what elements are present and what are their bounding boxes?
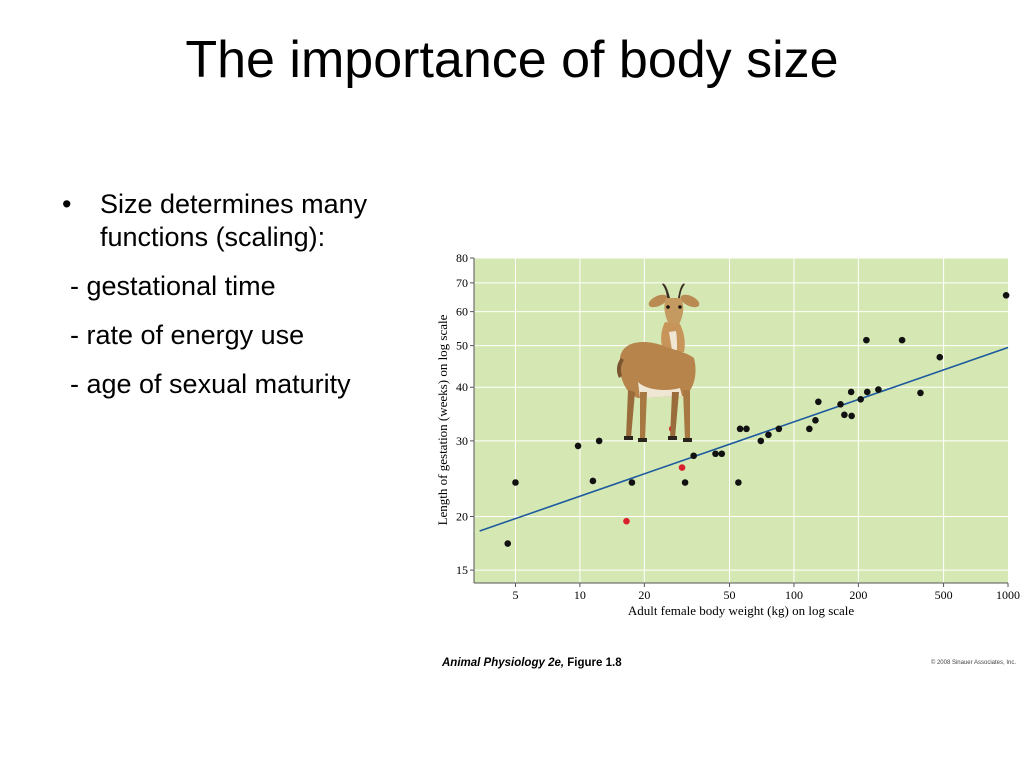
data-point xyxy=(1002,291,1010,299)
caption-book: Animal Physiology 2e, xyxy=(442,657,568,669)
sub-item-energy-use: - rate of energy use xyxy=(70,320,305,350)
bullet-item: • Size determines many functions (scalin… xyxy=(56,188,456,254)
x-tick-label: 200 xyxy=(849,588,867,602)
data-point xyxy=(678,464,686,471)
y-tick-label: 70 xyxy=(456,276,468,290)
data-point xyxy=(841,411,848,419)
data-point xyxy=(628,479,636,486)
y-tick-label: 20 xyxy=(456,509,468,523)
x-tick-label: 10 xyxy=(574,588,586,602)
data-point xyxy=(757,437,765,445)
y-tick-label: 80 xyxy=(456,251,468,265)
y-tick-label: 15 xyxy=(456,563,468,577)
data-point xyxy=(712,450,719,458)
x-axis-label: Adult female body weight (kg) on log sca… xyxy=(628,603,855,618)
data-points xyxy=(504,291,1010,547)
y-tick-label: 50 xyxy=(456,339,468,353)
y-tick-label: 30 xyxy=(456,434,468,448)
bullet-dot-icon: • xyxy=(62,189,72,219)
data-point xyxy=(718,450,726,458)
axes xyxy=(473,258,1008,584)
data-point xyxy=(736,425,744,433)
data-point xyxy=(863,336,870,344)
fit-line-group xyxy=(479,346,1009,532)
data-point xyxy=(837,401,844,408)
figure-caption: Animal Physiology 2e, Figure 1.8 xyxy=(442,657,622,669)
data-point xyxy=(848,412,855,420)
data-point xyxy=(504,540,512,547)
x-tick-label: 100 xyxy=(785,588,803,602)
data-point xyxy=(815,398,822,406)
x-tick-label: 1000 xyxy=(996,588,1020,602)
x-tick-label: 5 xyxy=(512,588,518,602)
sub-item-sexual-maturity: - age of sexual maturity xyxy=(70,369,351,399)
data-point xyxy=(690,452,697,460)
data-point xyxy=(847,388,855,396)
grid-lines xyxy=(474,257,1008,583)
regression-line xyxy=(479,346,1009,532)
sub-item-gestational-time: - gestational time xyxy=(70,271,276,301)
data-point xyxy=(863,388,871,396)
x-tick-label: 20 xyxy=(638,588,650,602)
x-tick-label: 50 xyxy=(724,588,736,602)
data-point xyxy=(681,479,689,486)
data-point xyxy=(857,395,864,403)
data-point xyxy=(574,442,582,450)
data-point xyxy=(898,336,906,344)
data-point xyxy=(917,389,924,397)
slide-title: The importance of body size xyxy=(185,31,839,89)
y-tick-label: 60 xyxy=(456,305,468,319)
data-point xyxy=(735,479,742,486)
tick-labels: 5 10 20 50 100 200 500 1000 15 20 30 40 50 60 70 80 xyxy=(456,251,1020,602)
plot-background xyxy=(474,258,1008,583)
data-point xyxy=(589,477,597,485)
x-tick-label: 500 xyxy=(935,588,953,602)
caption-figure-number: Figure 1.8 xyxy=(567,657,622,669)
data-point xyxy=(875,386,882,393)
data-point xyxy=(812,417,819,424)
data-point xyxy=(806,425,813,433)
copyright-notice: © 2008 Sinauer Associates, Inc. xyxy=(930,660,1016,666)
y-axis-label: Length of gestation (weeks) on log scale xyxy=(435,314,450,525)
data-point xyxy=(623,517,630,525)
data-point xyxy=(512,479,519,486)
data-point xyxy=(595,437,603,445)
bullet-list: • Size determines many functions (scalin… xyxy=(56,188,456,401)
bullet-text: Size determines many functions (scaling)… xyxy=(100,189,368,252)
data-point xyxy=(775,425,783,433)
data-point xyxy=(743,425,750,433)
data-point xyxy=(936,353,944,361)
y-tick-label: 40 xyxy=(456,380,468,394)
antelope-illustration xyxy=(616,283,700,442)
data-point xyxy=(765,431,772,439)
